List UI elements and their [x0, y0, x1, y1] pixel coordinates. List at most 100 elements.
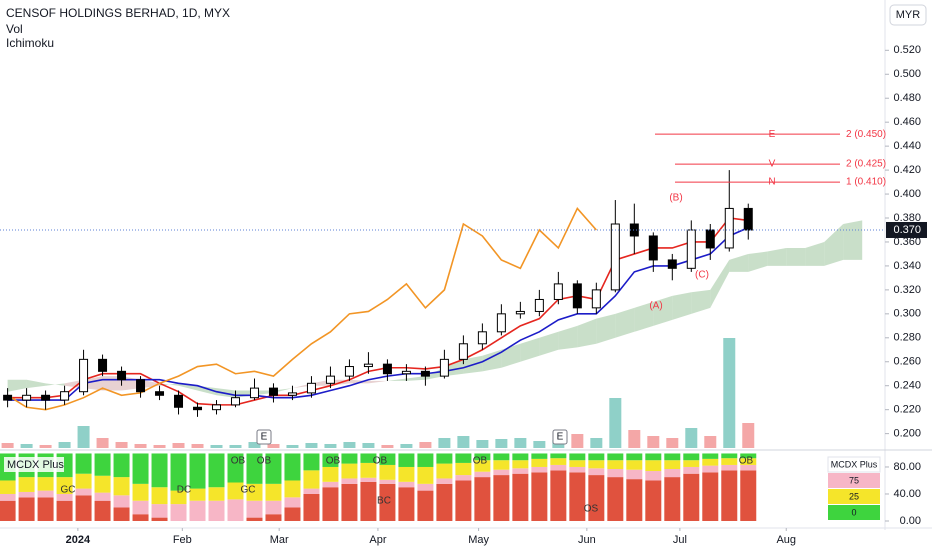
- mcdx-bar: [512, 453, 529, 461]
- mcdx-bar: [113, 495, 130, 508]
- candle-body: [193, 406, 203, 411]
- candle-body: [477, 331, 487, 345]
- mcdx-bar: [284, 507, 301, 521]
- ichimoku-cloud: [368, 380, 388, 384]
- mcdx-bar: [531, 458, 548, 467]
- mcdx-bar: [493, 460, 510, 470]
- mcdx-bar: [740, 464, 757, 471]
- volume-bar: [647, 436, 660, 448]
- fib-level: 1 (0.410): [846, 177, 886, 188]
- volume-bar: [628, 430, 641, 448]
- mcdx-bar: [607, 469, 624, 478]
- candle-body: [572, 283, 582, 309]
- mcdx-level-box: [828, 489, 880, 504]
- mcdx-bar: [398, 453, 415, 467]
- ichimoku-cloud: [311, 379, 331, 386]
- y-tick-label: 0.260: [893, 356, 921, 368]
- mcdx-bar: [170, 453, 187, 491]
- mcdx-bar: [664, 460, 681, 470]
- mcdx-bar: [664, 477, 681, 521]
- mcdx-signal: OB: [373, 456, 388, 467]
- ichimoku-line: [7, 226, 749, 401]
- volume-bar: [153, 445, 166, 448]
- mcdx-bar: [683, 460, 700, 467]
- mcdx-signal: OB: [473, 456, 488, 467]
- mcdx-bar: [75, 453, 92, 474]
- y-tick-label: 0.420: [893, 164, 921, 176]
- x-tick-label: Apr: [369, 534, 386, 546]
- ichimoku-line: [7, 217, 749, 406]
- ichimoku-cloud: [710, 259, 730, 308]
- volume-bar: [723, 338, 736, 448]
- mcdx-bar: [702, 472, 719, 521]
- y-tick-label: 0.500: [893, 68, 921, 80]
- mcdx-bar: [588, 460, 605, 469]
- mcdx-bar: [18, 477, 35, 492]
- mcdx-bar: [493, 469, 510, 476]
- y-tick-label: 0.340: [893, 260, 921, 272]
- candle-body: [515, 310, 525, 315]
- mcdx-bar: [702, 453, 719, 459]
- currency-button[interactable]: [889, 4, 927, 26]
- mcdx-bar: [265, 453, 282, 484]
- candle-body: [458, 343, 468, 360]
- mcdx-bar: [436, 463, 453, 479]
- fib-level: 2 (0.450): [846, 129, 886, 140]
- mcdx-level-box: [828, 505, 880, 520]
- pane-title: MCDX Plus: [7, 459, 64, 471]
- y-tick-label: 0.440: [893, 140, 921, 152]
- ichimoku-cloud: [520, 337, 540, 362]
- mcdx-bar: [208, 487, 225, 501]
- ichimoku-cloud: [615, 307, 635, 338]
- mcdx-bar: [132, 483, 149, 501]
- candle-body: [382, 363, 392, 375]
- x-tick-label: Aug: [776, 534, 796, 546]
- mcdx-bar: [626, 469, 643, 480]
- mcdx-legend-title: MCDX Plus: [831, 459, 878, 469]
- mcdx-bar: [132, 453, 149, 484]
- volume-bar: [514, 438, 527, 448]
- x-tick-label: Jun: [578, 534, 596, 546]
- mcdx-bar: [265, 514, 282, 521]
- ichimoku-cloud: [558, 325, 578, 350]
- x-tick-label: Jul: [673, 534, 687, 546]
- volume-bar: [134, 444, 147, 448]
- mcdx-bar: [360, 462, 377, 478]
- mcdx-bar: [398, 487, 415, 521]
- indicator-label: Ichimoku: [6, 36, 54, 50]
- mcdx-bar: [436, 478, 453, 484]
- y-tick-label: 0.00: [900, 515, 921, 527]
- volume-bar: [77, 426, 90, 448]
- candle-body: [230, 397, 240, 406]
- mcdx-bar: [721, 464, 738, 471]
- mcdx-bar: [227, 499, 244, 521]
- ichimoku-cloud: [64, 379, 84, 389]
- currency-label[interactable]: MYR: [896, 9, 921, 21]
- mcdx-bar: [265, 500, 282, 515]
- candle-body: [610, 223, 620, 291]
- mcdx-signal: DC: [177, 485, 191, 496]
- volume-bar: [362, 443, 375, 448]
- ichimoku-cloud: [805, 241, 825, 266]
- fib-label: V: [769, 159, 776, 170]
- earnings-label: E: [261, 432, 268, 443]
- fib-level: 2 (0.425): [846, 159, 886, 170]
- mcdx-bar: [645, 453, 662, 461]
- y-tick-label: 0.280: [893, 332, 921, 344]
- mcdx-bar: [37, 477, 54, 491]
- y-tick-label: 0.480: [893, 92, 921, 104]
- volume-bar: [571, 434, 584, 448]
- mcdx-bar: [531, 466, 548, 473]
- mcdx-bar: [683, 466, 700, 474]
- candle-body: [287, 392, 297, 396]
- mcdx-bar: [37, 490, 54, 498]
- mcdx-level-label: 75: [849, 475, 859, 485]
- mcdx-bar: [284, 480, 301, 498]
- mcdx-signal: GC: [61, 485, 76, 496]
- volume-bar: [457, 436, 470, 448]
- mcdx-bar: [246, 500, 263, 518]
- mcdx-bar: [170, 490, 187, 505]
- candle-body: [79, 358, 89, 393]
- mcdx-bar: [284, 453, 301, 481]
- mcdx-bar: [132, 500, 149, 515]
